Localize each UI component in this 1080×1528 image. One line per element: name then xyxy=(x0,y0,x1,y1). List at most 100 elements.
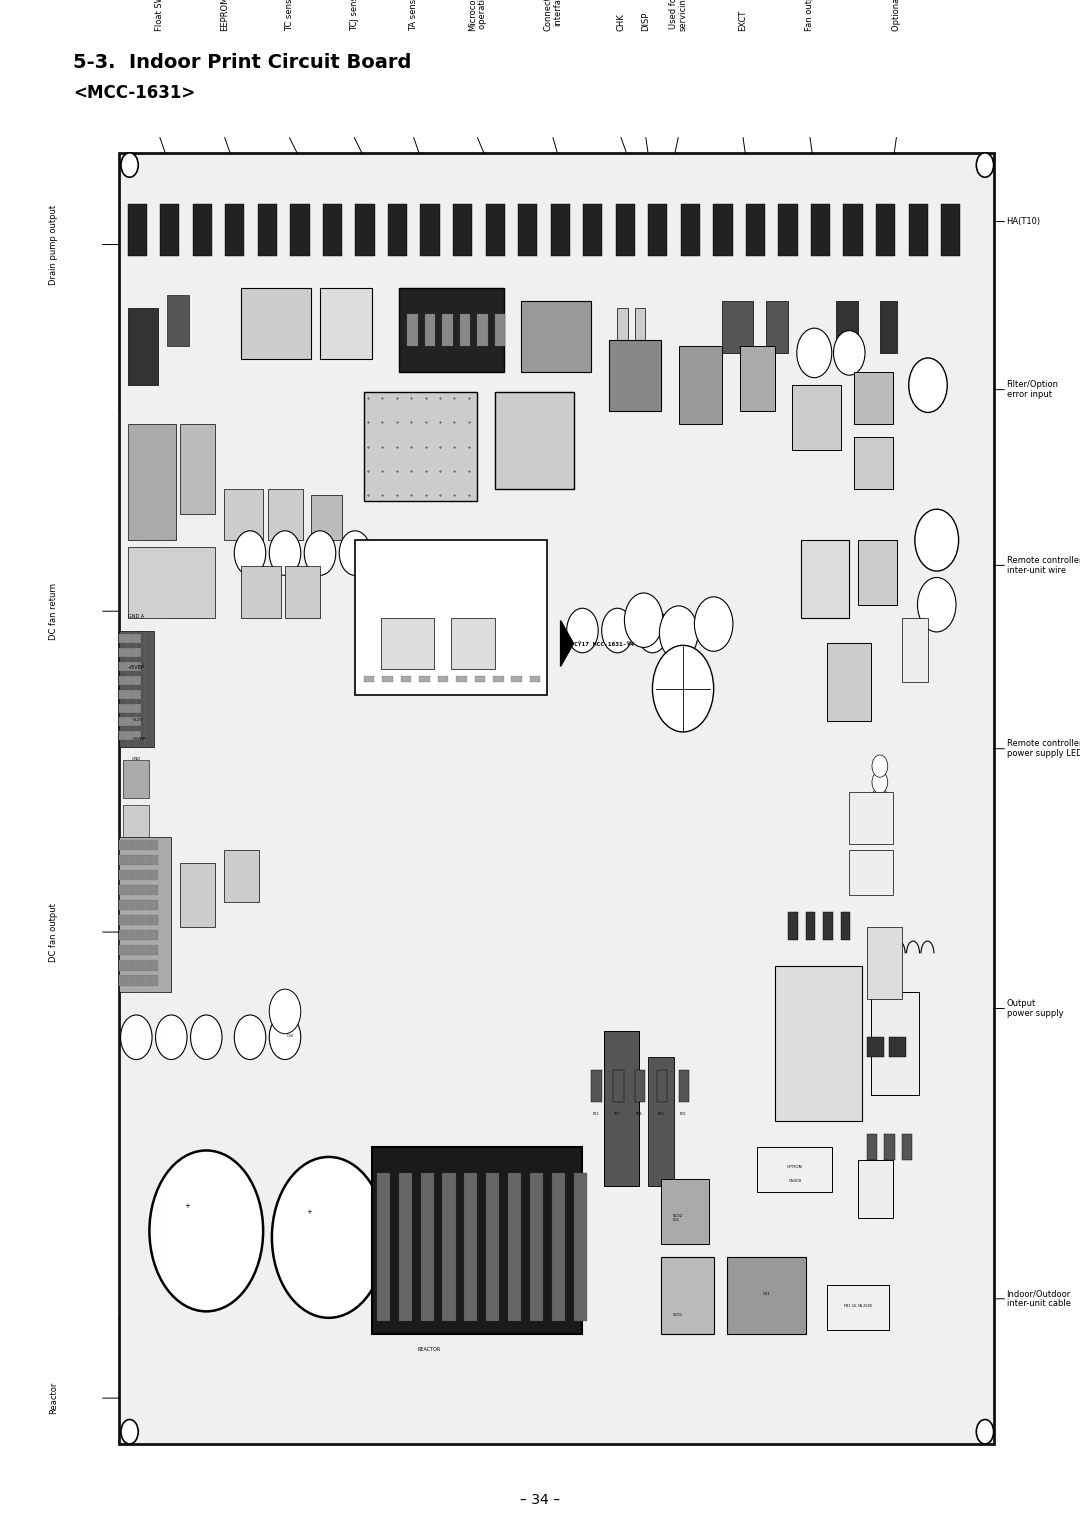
Text: Reactor: Reactor xyxy=(50,1381,58,1415)
Circle shape xyxy=(121,153,138,177)
Bar xyxy=(880,301,897,353)
Bar xyxy=(119,975,158,986)
Text: SC02
L01: SC02 L01 xyxy=(673,1213,683,1222)
Polygon shape xyxy=(561,620,573,666)
Bar xyxy=(119,869,158,880)
Circle shape xyxy=(269,989,300,1034)
Text: Remote controller
power supply LED: Remote controller power supply LED xyxy=(1007,740,1080,758)
Text: GND: GND xyxy=(132,756,141,761)
Bar xyxy=(127,423,176,539)
Bar xyxy=(477,315,488,347)
Circle shape xyxy=(149,1151,264,1311)
Bar xyxy=(853,373,893,423)
Text: Cϔ17 MCC-1631-ϔ4: Cϔ17 MCC-1631-ϔ4 xyxy=(573,642,634,646)
Text: SC01: SC01 xyxy=(673,1313,683,1317)
Bar xyxy=(377,1174,390,1322)
Bar xyxy=(180,423,215,515)
Bar xyxy=(323,205,342,257)
Bar xyxy=(364,391,477,501)
Bar xyxy=(727,1256,806,1334)
Bar xyxy=(518,205,538,257)
Bar xyxy=(635,1070,646,1102)
Bar xyxy=(552,1174,565,1322)
Circle shape xyxy=(834,330,865,376)
Bar xyxy=(573,1174,586,1322)
Bar xyxy=(941,205,960,257)
Bar xyxy=(678,347,723,423)
Bar xyxy=(849,792,893,843)
Bar xyxy=(224,850,259,902)
Bar xyxy=(123,805,149,843)
Bar xyxy=(119,648,140,657)
Text: P04: P04 xyxy=(658,1112,664,1115)
Text: DISP: DISP xyxy=(642,11,650,31)
Bar xyxy=(119,634,140,643)
Bar xyxy=(801,541,849,617)
Bar xyxy=(119,718,140,726)
Bar xyxy=(858,539,897,605)
Bar xyxy=(779,205,798,257)
Bar xyxy=(420,205,440,257)
Bar xyxy=(355,541,548,695)
Bar xyxy=(241,565,281,617)
Text: Remote controller
inter-unit wire: Remote controller inter-unit wire xyxy=(1007,556,1080,575)
Bar xyxy=(867,927,902,998)
Text: Drain pump output: Drain pump output xyxy=(50,205,58,284)
Bar xyxy=(474,675,485,681)
Bar xyxy=(889,1038,906,1057)
Text: HA(T10): HA(T10) xyxy=(1007,217,1041,226)
Circle shape xyxy=(272,1157,386,1317)
Bar xyxy=(355,205,375,257)
Circle shape xyxy=(976,1420,994,1444)
Bar xyxy=(258,205,276,257)
Bar xyxy=(836,301,858,353)
Bar xyxy=(119,153,994,1444)
Bar xyxy=(849,850,893,895)
Circle shape xyxy=(872,819,888,842)
Bar xyxy=(648,1057,674,1186)
Bar xyxy=(451,617,495,669)
Text: Fan output: Fan output xyxy=(806,0,814,31)
Text: Indoor/Outdoor
inter-unit cable: Indoor/Outdoor inter-unit cable xyxy=(1007,1290,1070,1308)
Bar xyxy=(460,315,471,347)
Bar xyxy=(419,675,430,681)
Circle shape xyxy=(602,608,633,652)
Bar xyxy=(713,205,732,257)
Bar xyxy=(840,912,850,940)
Bar xyxy=(757,1148,832,1192)
Bar xyxy=(119,662,140,671)
Text: DC fan output: DC fan output xyxy=(50,903,58,961)
Circle shape xyxy=(908,358,947,413)
Bar xyxy=(382,675,393,681)
Text: +: + xyxy=(307,1210,312,1215)
Bar xyxy=(388,205,407,257)
Text: DC fan return: DC fan return xyxy=(50,582,58,640)
Text: Float SW: Float SW xyxy=(156,0,164,31)
Bar xyxy=(119,631,153,747)
Bar xyxy=(180,863,215,927)
Bar xyxy=(591,1070,602,1102)
Text: +: + xyxy=(184,1203,190,1209)
Bar xyxy=(464,1174,477,1322)
Bar xyxy=(119,931,158,940)
Bar xyxy=(508,1174,522,1322)
Bar xyxy=(311,495,342,539)
Bar xyxy=(495,391,573,489)
Text: P01: P01 xyxy=(592,1112,599,1115)
Bar xyxy=(119,675,140,685)
Bar xyxy=(119,689,140,698)
Bar xyxy=(224,489,264,539)
Bar xyxy=(746,205,765,257)
Bar xyxy=(616,205,635,257)
Bar xyxy=(373,1148,582,1334)
Circle shape xyxy=(872,804,888,825)
Bar xyxy=(401,675,411,681)
Circle shape xyxy=(190,1015,222,1059)
Text: CHK: CHK xyxy=(617,12,625,31)
Bar xyxy=(127,547,215,617)
Circle shape xyxy=(918,578,956,633)
Bar xyxy=(119,703,140,712)
Circle shape xyxy=(872,787,888,810)
Bar xyxy=(583,205,603,257)
Bar xyxy=(119,732,140,740)
